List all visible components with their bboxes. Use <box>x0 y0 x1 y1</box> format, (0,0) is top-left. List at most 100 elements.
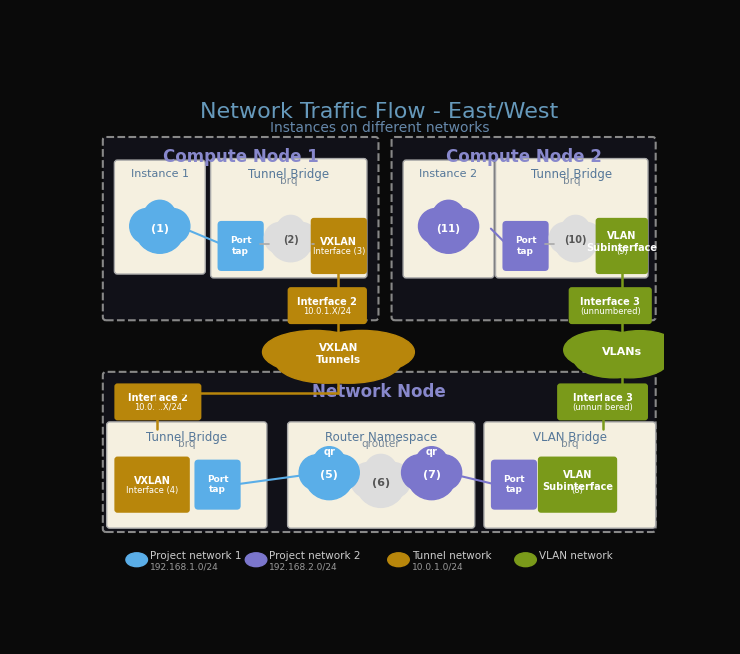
Circle shape <box>407 451 457 500</box>
Circle shape <box>272 233 297 258</box>
FancyBboxPatch shape <box>496 158 648 278</box>
FancyBboxPatch shape <box>311 218 367 274</box>
Circle shape <box>277 215 305 243</box>
Ellipse shape <box>309 330 414 373</box>
Text: (9): (9) <box>616 247 628 256</box>
Text: 10.0.1.0/24: 10.0.1.0/24 <box>411 562 463 571</box>
Circle shape <box>571 222 602 254</box>
Text: qrouter: qrouter <box>362 439 400 449</box>
Ellipse shape <box>574 339 654 378</box>
Text: (unnumbered): (unnumbered) <box>580 307 641 315</box>
FancyBboxPatch shape <box>115 456 190 513</box>
FancyBboxPatch shape <box>491 460 537 509</box>
FancyBboxPatch shape <box>103 137 378 320</box>
Circle shape <box>284 233 309 258</box>
Text: brq: brq <box>280 175 297 186</box>
Text: VXLAN: VXLAN <box>320 237 357 247</box>
Circle shape <box>402 455 437 490</box>
Ellipse shape <box>582 333 662 371</box>
Circle shape <box>424 204 473 253</box>
Circle shape <box>321 466 351 496</box>
Circle shape <box>443 209 479 244</box>
Circle shape <box>152 220 181 250</box>
FancyBboxPatch shape <box>568 287 652 324</box>
Circle shape <box>410 466 440 496</box>
Text: brq: brq <box>561 439 579 449</box>
Ellipse shape <box>590 339 670 378</box>
Text: Instance 2: Instance 2 <box>420 169 477 179</box>
Circle shape <box>313 447 346 479</box>
Circle shape <box>286 222 317 254</box>
Ellipse shape <box>275 340 380 383</box>
FancyBboxPatch shape <box>115 160 205 274</box>
Text: Tunnel Bridge: Tunnel Bridge <box>248 168 329 181</box>
Circle shape <box>264 222 295 254</box>
Text: Network Node: Network Node <box>312 383 446 401</box>
FancyBboxPatch shape <box>195 460 240 509</box>
Circle shape <box>135 204 184 253</box>
FancyBboxPatch shape <box>115 383 201 421</box>
Circle shape <box>365 455 397 487</box>
Text: Port
tap: Port tap <box>503 475 525 494</box>
Text: VLAN Bridge: VLAN Bridge <box>533 431 607 444</box>
FancyBboxPatch shape <box>403 160 494 278</box>
Text: Interface (3): Interface (3) <box>312 247 365 256</box>
Circle shape <box>419 209 454 244</box>
FancyBboxPatch shape <box>107 422 267 528</box>
Text: Router Namespace: Router Namespace <box>325 431 437 444</box>
Circle shape <box>569 233 594 258</box>
Text: VLAN
Subinterface: VLAN Subinterface <box>586 232 657 253</box>
Circle shape <box>440 220 470 250</box>
Text: Interface 2: Interface 2 <box>128 393 188 403</box>
Circle shape <box>144 200 176 232</box>
FancyBboxPatch shape <box>596 218 648 274</box>
Ellipse shape <box>297 340 401 383</box>
Circle shape <box>130 209 165 244</box>
Ellipse shape <box>600 331 680 369</box>
Circle shape <box>426 455 462 490</box>
Text: Tunnel Bridge: Tunnel Bridge <box>531 168 612 181</box>
Circle shape <box>305 451 354 500</box>
FancyBboxPatch shape <box>557 383 648 421</box>
Text: qr: qr <box>425 447 437 457</box>
FancyBboxPatch shape <box>538 456 617 513</box>
Text: Port
tap: Port tap <box>206 475 229 494</box>
Text: 10.0.1.X/24: 10.0.1.X/24 <box>134 403 182 412</box>
Text: Interface 3: Interface 3 <box>580 297 640 307</box>
Ellipse shape <box>263 330 367 373</box>
Text: 192.168.1.0/24: 192.168.1.0/24 <box>149 562 218 571</box>
Text: Instance 1: Instance 1 <box>131 169 189 179</box>
Circle shape <box>427 220 457 250</box>
Text: Instances on different networks: Instances on different networks <box>269 121 489 135</box>
FancyBboxPatch shape <box>218 221 263 271</box>
FancyBboxPatch shape <box>391 137 656 320</box>
Text: VLANs: VLANs <box>602 347 642 357</box>
Circle shape <box>356 458 406 508</box>
Ellipse shape <box>245 553 267 566</box>
Text: (11): (11) <box>437 224 460 233</box>
FancyBboxPatch shape <box>288 287 367 324</box>
FancyBboxPatch shape <box>288 422 475 528</box>
Ellipse shape <box>515 553 536 566</box>
Circle shape <box>373 474 403 504</box>
Circle shape <box>549 222 580 254</box>
Ellipse shape <box>286 333 391 375</box>
Text: (6): (6) <box>371 477 390 488</box>
Text: VXLAN: VXLAN <box>134 476 170 486</box>
Ellipse shape <box>564 331 644 369</box>
Text: VLAN
Subinterface: VLAN Subinterface <box>542 470 613 492</box>
Circle shape <box>424 466 454 496</box>
Text: Tunnel network: Tunnel network <box>411 551 491 561</box>
Text: (unnumbered): (unnumbered) <box>572 403 633 412</box>
Text: brq: brq <box>563 175 580 186</box>
FancyBboxPatch shape <box>484 422 656 528</box>
Text: Interface 3: Interface 3 <box>573 393 633 403</box>
Text: Compute Node 2: Compute Node 2 <box>445 148 602 165</box>
Circle shape <box>359 474 388 504</box>
FancyBboxPatch shape <box>502 221 548 271</box>
Text: Interface 2: Interface 2 <box>297 297 357 307</box>
Circle shape <box>416 447 448 479</box>
Text: Network Traffic Flow - East/West: Network Traffic Flow - East/West <box>200 101 559 122</box>
Text: Interface (4): Interface (4) <box>126 485 178 494</box>
Text: brq: brq <box>178 439 195 449</box>
